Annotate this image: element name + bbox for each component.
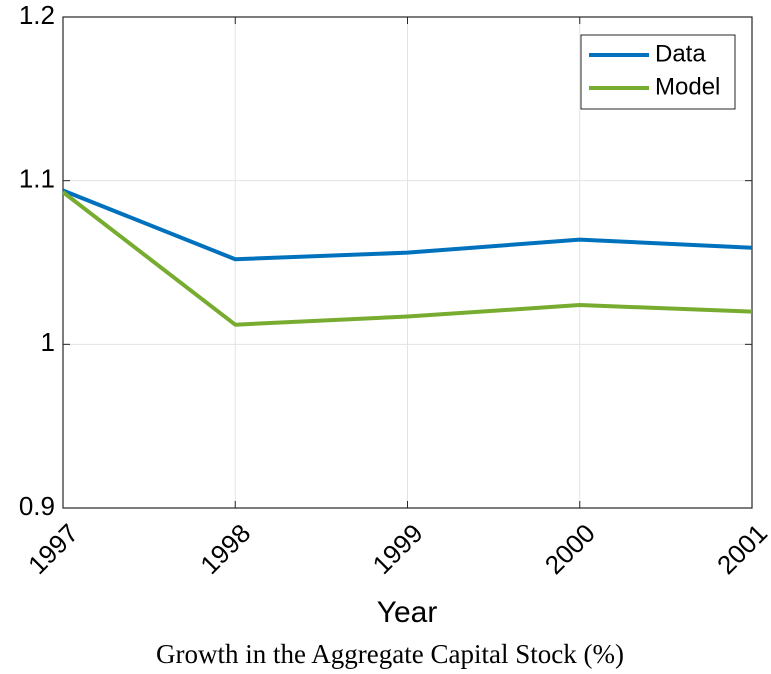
plot-frame xyxy=(62,16,753,509)
x-tick-label: 1998 xyxy=(194,518,256,580)
legend: Data Model xyxy=(580,34,736,110)
x-axis-label: Year xyxy=(377,596,438,629)
legend-label: Data xyxy=(655,40,706,67)
legend-box xyxy=(580,34,736,110)
data-line xyxy=(61,190,753,327)
x-tick-label: 2000 xyxy=(539,518,601,580)
legend-label: Model xyxy=(655,73,720,100)
x-tick-label: 1999 xyxy=(366,518,428,580)
x-tick-label: 2001 xyxy=(711,518,771,580)
data-line xyxy=(62,188,753,262)
caption: Growth in the Aggregate Capital Stock (%… xyxy=(156,639,624,669)
x-tick-label: 1997 xyxy=(22,518,84,580)
y-tick-label: 0.9 xyxy=(19,491,55,521)
y-tick-label: 1.1 xyxy=(19,164,55,194)
y-tick-label: 1.2 xyxy=(19,0,55,30)
y-tick-label: 1 xyxy=(41,327,55,357)
